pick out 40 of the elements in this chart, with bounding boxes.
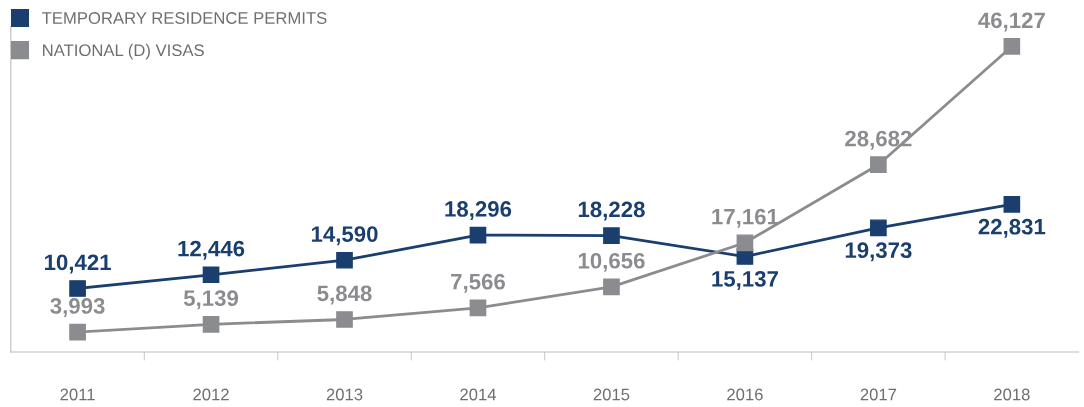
x-tick-label: 2012 <box>193 388 229 401</box>
point <box>870 219 887 237</box>
point <box>202 266 220 284</box>
x-tick-label: 2011 <box>60 388 95 401</box>
point <box>336 311 353 328</box>
data-label: 18,228 <box>578 201 645 221</box>
point <box>1003 196 1021 213</box>
data-label: 46,127 <box>978 12 1045 32</box>
point <box>870 156 887 174</box>
x-tick-label: 2014 <box>460 388 497 401</box>
x-tick-label: 2017 <box>860 388 897 401</box>
data-label: 15,137 <box>712 271 778 290</box>
point <box>469 226 487 244</box>
x-tick-label: 2015 <box>593 388 630 401</box>
data-label: 3,993 <box>50 298 105 317</box>
x-tick-label: 2016 <box>727 388 763 401</box>
data-label: 5,139 <box>183 290 239 310</box>
point <box>603 227 620 244</box>
point <box>69 323 86 341</box>
x-tick-label: 2013 <box>326 388 363 401</box>
data-label: 10,421 <box>44 254 111 274</box>
data-label: 7,566 <box>451 273 505 293</box>
legend-label: NATIONAL (D) VISAS <box>43 43 204 60</box>
point <box>603 278 620 296</box>
data-label: 19,373 <box>845 242 912 262</box>
data-label: 12,446 <box>178 240 245 260</box>
data-label: 5,848 <box>317 285 372 305</box>
x-tick-label: 2018 <box>994 388 1030 401</box>
data-label: 14,590 <box>311 226 378 246</box>
legend-label: TEMPORARY RESIDENCE PERMITS <box>42 12 327 24</box>
point <box>202 315 220 333</box>
data-label: 18,296 <box>445 201 512 221</box>
point <box>336 251 353 269</box>
data-label: 22,831 <box>978 218 1046 238</box>
point <box>69 280 86 297</box>
point <box>1003 38 1021 55</box>
point <box>736 234 754 252</box>
data-label: 10,656 <box>578 252 645 272</box>
data-label: 17,161 <box>712 208 779 228</box>
point <box>469 299 487 317</box>
